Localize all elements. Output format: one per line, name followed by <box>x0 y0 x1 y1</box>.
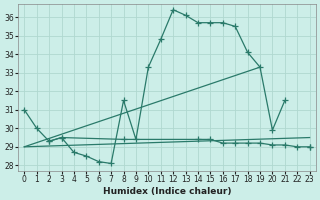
X-axis label: Humidex (Indice chaleur): Humidex (Indice chaleur) <box>103 187 231 196</box>
